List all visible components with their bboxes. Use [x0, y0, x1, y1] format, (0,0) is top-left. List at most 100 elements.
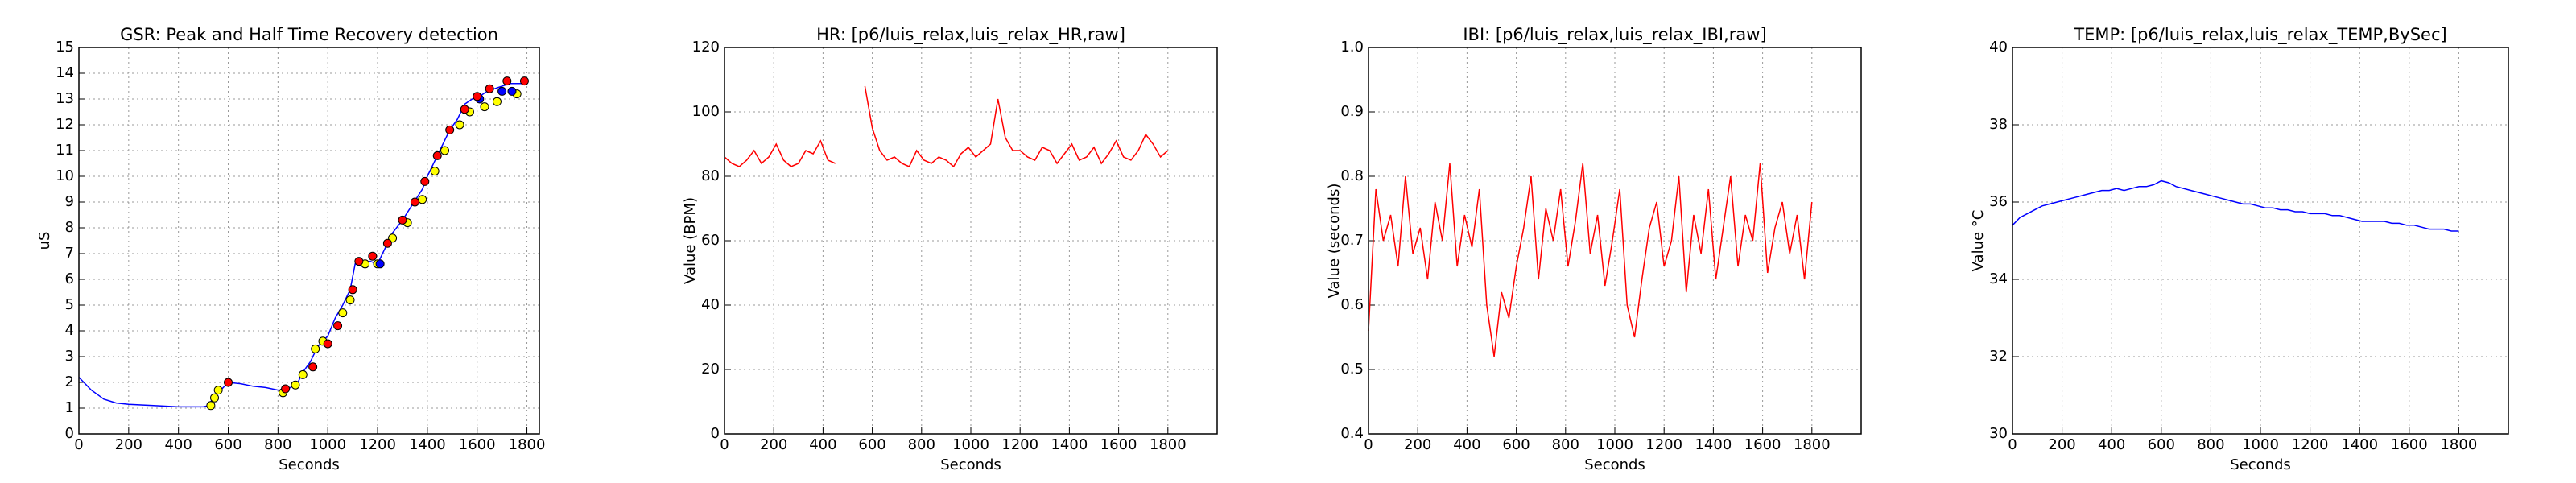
- chart-panel: TEMP: [p6/luis_relax,luis_relax_TEMP,ByS…: [1970, 25, 2509, 473]
- x-tick-label: 400: [809, 436, 836, 453]
- marker: [497, 86, 507, 96]
- x-tick-label: 400: [1453, 436, 1480, 453]
- y-tick-label: 3: [65, 348, 74, 365]
- x-tick-label: 1600: [1744, 436, 1781, 453]
- x-tick-label: 800: [908, 436, 935, 453]
- y-tick-label: 5: [65, 296, 74, 313]
- x-tick-label: 200: [115, 436, 142, 453]
- chart-title: GSR: Peak and Half Time Recovery detecti…: [120, 25, 498, 44]
- y-tick-label: 0.6: [1340, 296, 1364, 313]
- plot-frame: [78, 47, 540, 435]
- x-tick-label: 1200: [1645, 436, 1682, 453]
- x-tick-label: 1600: [2391, 436, 2428, 453]
- marker: [418, 195, 427, 204]
- y-tick-label: 4: [65, 322, 74, 339]
- y-tick-label: 40: [701, 296, 720, 313]
- y-tick-label: 15: [56, 39, 74, 56]
- marker: [210, 393, 220, 402]
- x-tick-label: 400: [164, 436, 192, 453]
- chart-title: HR: [p6/luis_relax,luis_relax_HR,raw]: [816, 25, 1125, 45]
- y-tick-label: 14: [56, 64, 74, 81]
- x-tick-label: 1200: [359, 436, 396, 453]
- marker: [473, 92, 482, 101]
- x-tick-label: 1800: [1794, 436, 1831, 453]
- marker: [420, 176, 430, 186]
- y-tick-label: 40: [1989, 39, 2008, 56]
- marker: [308, 362, 318, 372]
- y-tick-label: 0: [711, 425, 720, 442]
- x-tick-label: 1600: [1100, 436, 1137, 453]
- x-tick-label: 0: [1364, 436, 1373, 453]
- y-tick-label: 0.9: [1340, 103, 1364, 120]
- y-tick-label: 0.5: [1340, 361, 1364, 378]
- marker: [410, 197, 419, 207]
- y-tick-label: 38: [1989, 116, 2008, 133]
- marker: [298, 369, 308, 379]
- marker: [507, 86, 517, 96]
- marker: [430, 167, 440, 176]
- y-tick-label: 0: [65, 425, 74, 442]
- marker: [291, 380, 300, 390]
- y-tick-label: 11: [56, 142, 74, 159]
- y-tick-label: 20: [701, 361, 720, 378]
- y-tick-label: 2: [65, 374, 74, 390]
- data-line: [864, 85, 1169, 168]
- y-axis-label: Value °C: [1970, 210, 1987, 272]
- y-tick-label: 12: [56, 116, 74, 133]
- x-axis-label: Seconds: [279, 456, 340, 473]
- marker: [492, 97, 502, 106]
- x-tick-label: 1400: [2341, 436, 2378, 453]
- x-tick-label: 1800: [2440, 436, 2477, 453]
- marker: [519, 76, 529, 86]
- data-line: [724, 139, 836, 167]
- plot-frame: [1368, 47, 1862, 435]
- x-tick-label: 1800: [509, 436, 546, 453]
- x-tick-label: 600: [858, 436, 886, 453]
- marker: [382, 238, 392, 248]
- marker: [354, 257, 364, 266]
- x-tick-label: 200: [1404, 436, 1431, 453]
- plot-frame: [724, 47, 1218, 435]
- x-tick-label: 1800: [1150, 436, 1187, 453]
- marker: [368, 251, 378, 261]
- data-line: [2012, 180, 2459, 232]
- y-tick-label: 60: [701, 232, 720, 249]
- x-tick-label: 1200: [2292, 436, 2329, 453]
- data-line: [78, 83, 525, 408]
- x-axis-label: Seconds: [940, 456, 1001, 473]
- y-tick-label: 6: [65, 270, 74, 287]
- marker: [311, 344, 320, 353]
- x-tick-label: 800: [2197, 436, 2224, 453]
- y-tick-label: 0.8: [1340, 167, 1364, 184]
- marker: [432, 151, 442, 160]
- x-tick-label: 200: [2048, 436, 2075, 453]
- x-tick-label: 1400: [1051, 436, 1088, 453]
- y-tick-label: 1: [65, 399, 74, 416]
- y-tick-label: 36: [1989, 193, 2008, 210]
- x-tick-label: 800: [264, 436, 291, 453]
- y-tick-label: 7: [65, 245, 74, 262]
- marker: [485, 84, 494, 93]
- y-tick-label: 13: [56, 90, 74, 107]
- y-tick-label: 8: [65, 219, 74, 236]
- x-tick-label: 1000: [2242, 436, 2279, 453]
- marker: [224, 378, 233, 387]
- x-tick-label: 600: [1502, 436, 1530, 453]
- marker: [455, 120, 464, 130]
- y-tick-label: 80: [701, 167, 720, 184]
- x-tick-label: 0: [74, 436, 83, 453]
- x-tick-label: 600: [214, 436, 242, 453]
- marker: [440, 146, 450, 155]
- y-tick-label: 1.0: [1340, 39, 1364, 56]
- y-tick-label: 0.4: [1340, 425, 1364, 442]
- x-tick-label: 600: [2148, 436, 2175, 453]
- marker: [345, 295, 355, 305]
- y-tick-label: 32: [1989, 348, 2008, 365]
- plot-frame: [2012, 47, 2509, 435]
- marker: [348, 285, 357, 295]
- x-tick-label: 1000: [952, 436, 989, 453]
- chart-title: TEMP: [p6/luis_relax,luis_relax_TEMP,ByS…: [2073, 25, 2446, 45]
- marker: [375, 259, 385, 269]
- chart-panel: GSR: Peak and Half Time Recovery detecti…: [36, 25, 545, 473]
